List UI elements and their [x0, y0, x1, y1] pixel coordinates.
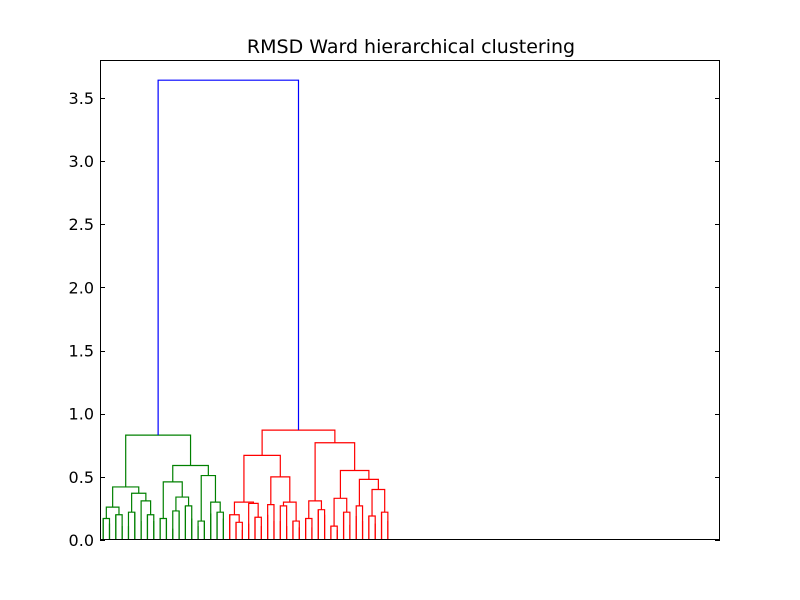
cluster-link	[292, 520, 300, 540]
y-tick-label: 1.0	[69, 405, 94, 424]
cluster-link	[102, 517, 111, 540]
cluster-link	[200, 474, 217, 522]
cluster-link	[172, 510, 180, 540]
cluster-link	[254, 516, 262, 540]
cluster-link	[216, 511, 224, 540]
cluster-link	[270, 476, 291, 505]
cluster-link	[358, 478, 379, 506]
cluster-link	[267, 504, 275, 540]
y-tick-label: 0.0	[69, 531, 94, 550]
cluster-link	[342, 511, 351, 540]
cluster-link	[282, 501, 297, 522]
cluster-link	[279, 505, 288, 540]
cluster-link	[112, 486, 140, 508]
cluster-link	[125, 434, 192, 487]
cluster-link	[210, 501, 221, 540]
y-tick-label: 3.5	[69, 89, 94, 108]
cluster-link	[317, 509, 326, 540]
cluster-link	[172, 464, 209, 482]
cluster-link	[314, 442, 356, 501]
cluster-link	[131, 492, 147, 513]
cluster-link	[233, 501, 255, 515]
plot-frame	[100, 60, 720, 540]
cluster-link	[380, 511, 389, 540]
cluster-link	[105, 506, 120, 519]
y-tick-label: 3.0	[69, 152, 94, 171]
cluster-link	[235, 521, 243, 540]
cluster-link	[248, 502, 259, 540]
root-link	[157, 79, 300, 436]
y-tick-label: 0.5	[69, 468, 94, 487]
cluster-link	[355, 505, 364, 540]
y-tick-label: 1.5	[69, 342, 94, 361]
cluster-link	[140, 500, 152, 540]
cluster-link	[368, 515, 376, 540]
cluster-link	[305, 517, 313, 540]
cluster-link	[330, 525, 338, 540]
cluster-link	[229, 514, 240, 540]
y-tick-label: 2.5	[69, 215, 94, 234]
cluster-link	[243, 454, 281, 503]
chart-title: RMSD Ward hierarchical clustering	[247, 36, 575, 58]
cluster-link	[197, 520, 205, 540]
dendrogram-links	[102, 79, 389, 540]
cluster-link	[339, 469, 370, 499]
cluster-link	[146, 514, 155, 540]
cluster-link	[159, 517, 168, 540]
cluster-link	[115, 514, 123, 540]
cluster-link	[127, 511, 136, 540]
cluster-link	[184, 505, 193, 540]
cluster-link	[175, 496, 190, 511]
y-axis: 0.0 0.5 1.0 1.5 2.0 2.5 3.0 3.5	[69, 89, 720, 550]
y-tick-label: 2.0	[69, 278, 94, 297]
